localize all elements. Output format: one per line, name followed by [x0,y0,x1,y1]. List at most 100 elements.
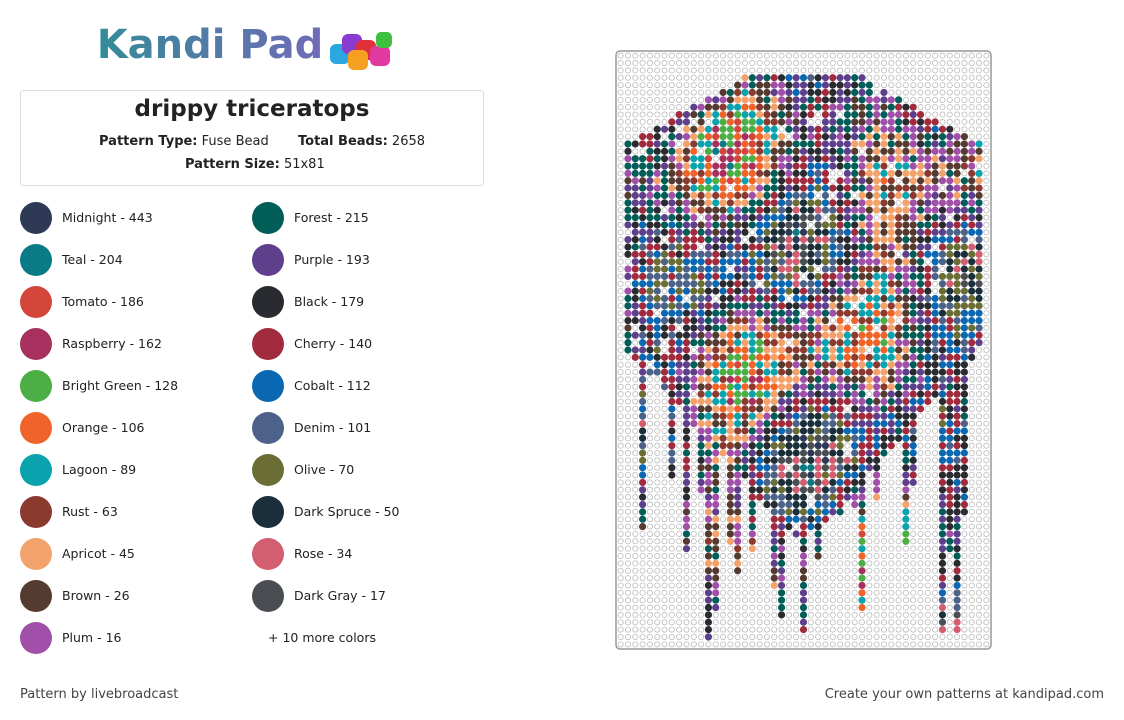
bead [704,294,713,303]
bead [837,604,844,611]
bead [734,133,742,141]
bead [975,155,983,163]
bead [829,81,837,89]
bead [720,611,727,618]
bead [917,626,924,633]
bead [654,398,661,405]
bead [836,464,844,472]
bead [660,125,669,133]
bead [668,331,676,339]
bead [843,169,851,178]
bead [704,596,713,604]
bead [983,435,990,442]
bead [954,52,961,59]
bead [821,250,830,258]
bead [748,213,756,222]
bead [698,243,705,250]
bead [843,390,851,398]
bead [777,545,786,553]
bead [939,74,946,81]
bead [946,258,954,266]
bead [690,472,697,479]
bead [902,221,910,229]
color-label: Denim - 101 [294,420,372,435]
bead [938,493,947,501]
bead [777,405,786,413]
bead [931,265,939,273]
bead [734,589,741,596]
bead [698,597,705,604]
bead [938,522,947,531]
bead [858,302,866,310]
bead [726,250,734,258]
bead [697,346,705,354]
bead [858,603,866,612]
bead [799,552,808,560]
bead [676,516,683,523]
bead [785,464,792,471]
author[interactable]: Pattern by livebroadcast [20,687,179,702]
bead [910,589,917,596]
bead [814,88,822,97]
bead [799,522,808,531]
bead [792,339,800,347]
bead [676,450,683,457]
bead [763,316,771,325]
cta[interactable]: Create your own patterns at kandipad.com [824,687,1104,702]
bead [668,52,675,59]
bead [976,398,983,405]
more-colors[interactable]: + 10 more colors [268,630,376,645]
bead [748,118,756,126]
bead [792,96,800,104]
bead [777,81,786,89]
bead [968,206,976,214]
bead [785,184,793,192]
bead [873,553,880,560]
bead [638,287,647,295]
bead [690,287,698,295]
bead [741,110,749,119]
bead [961,582,968,589]
bead [646,619,653,626]
bead [946,82,953,89]
bead [938,199,947,207]
logo[interactable]: Kandi Pad [0,22,420,68]
bead [843,427,851,435]
bead [617,479,624,486]
bead [690,582,697,589]
bead [638,522,647,531]
bead [888,545,895,552]
bead [668,191,676,200]
bead [682,199,691,207]
bead [785,346,793,354]
bead [624,104,631,111]
bead [902,560,909,567]
bead [960,191,969,200]
bead [748,339,756,347]
bead [785,368,793,376]
bead [734,287,742,295]
bead [851,589,858,596]
bead [624,324,632,332]
bead [770,383,778,391]
bead [829,192,836,199]
bead [720,516,727,523]
bead [946,243,954,251]
bead [894,133,903,141]
bead [910,501,917,508]
bead [865,236,873,244]
bead [865,213,873,222]
bead [668,508,675,515]
bead [734,390,742,398]
bead [836,96,844,104]
bead [771,641,778,648]
bead [836,493,844,501]
bead [894,184,903,192]
bead [631,191,639,200]
bead [938,361,947,369]
bead [924,494,931,501]
bead [632,420,639,427]
bead [836,294,844,303]
bead [763,575,770,582]
bead [712,265,720,273]
